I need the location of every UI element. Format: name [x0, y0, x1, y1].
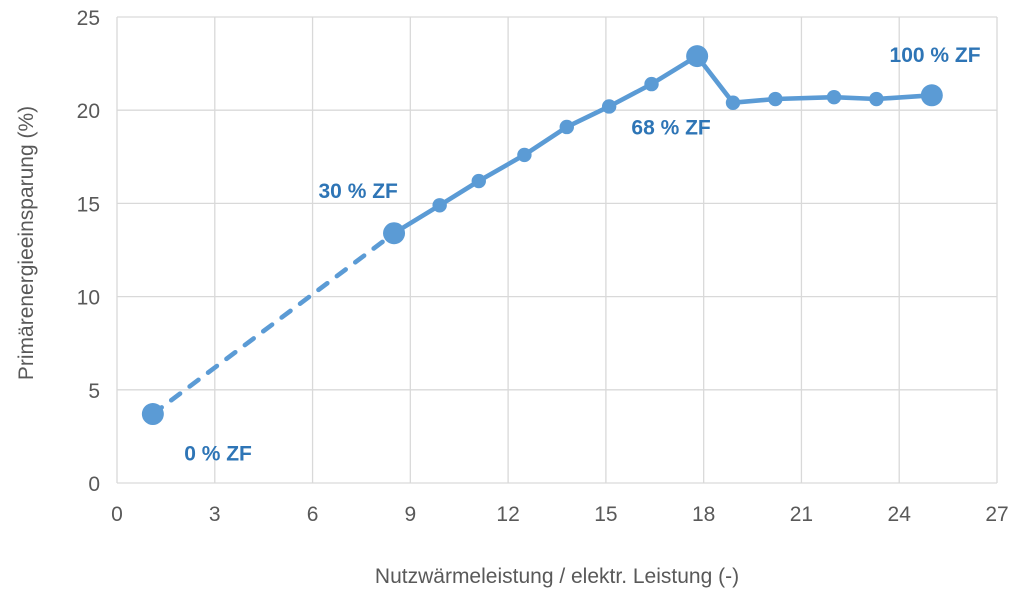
series-dashed-line — [150, 230, 397, 417]
tick-layer: 0 3 6 9 12 15 18 21 24 27 0 5 10 15 20 25 — [77, 7, 1009, 526]
data-point-marker — [383, 222, 406, 245]
data-point-marker — [432, 198, 447, 213]
data-point-marker — [141, 403, 164, 426]
data-point-marker — [517, 147, 532, 163]
y-tick-label: 0 — [88, 473, 100, 496]
y-tick-label: 20 — [77, 100, 100, 123]
series-solid-line — [391, 53, 935, 236]
x-tick-label: 18 — [692, 503, 715, 526]
data-label: 68 % ZF — [631, 116, 711, 139]
x-tick-label: 9 — [404, 503, 416, 526]
x-tick-label: 12 — [496, 503, 519, 526]
data-label: 0 % ZF — [184, 443, 252, 466]
data-point-marker — [471, 173, 486, 189]
y-tick-label: 5 — [88, 380, 100, 403]
x-tick-label: 24 — [888, 503, 912, 526]
data-label: 30 % ZF — [319, 180, 399, 203]
x-tick-label: 3 — [209, 503, 221, 526]
y-tick-label: 15 — [77, 193, 100, 216]
series-layer — [141, 45, 943, 426]
data-point-marker — [768, 91, 783, 107]
x-tick-label: 27 — [985, 503, 1008, 526]
data-point-marker — [644, 76, 659, 92]
data-point-marker — [601, 99, 617, 114]
grid-layer — [116, 16, 998, 484]
x-tick-label: 0 — [111, 503, 123, 526]
data-point-marker — [559, 119, 574, 135]
data-label-layer: 0 % ZF 30 % ZF 68 % ZF 100 % ZF — [184, 44, 981, 466]
data-point-marker — [869, 91, 884, 107]
y-tick-label: 25 — [77, 7, 100, 30]
y-axis-title: Primärenergieeinsparung (%) — [15, 106, 38, 380]
data-point-marker — [826, 89, 842, 105]
data-point-marker — [725, 95, 741, 110]
x-tick-label: 15 — [594, 503, 617, 526]
data-point-marker — [920, 84, 943, 107]
x-tick-label: 21 — [790, 503, 813, 526]
y-tick-label: 10 — [77, 287, 100, 310]
x-tick-label: 6 — [307, 503, 319, 526]
x-axis-title: Nutzwärmeleistung / elektr. Leistung (-) — [375, 565, 739, 588]
data-point-marker — [686, 45, 709, 68]
data-label: 100 % ZF — [890, 44, 981, 67]
